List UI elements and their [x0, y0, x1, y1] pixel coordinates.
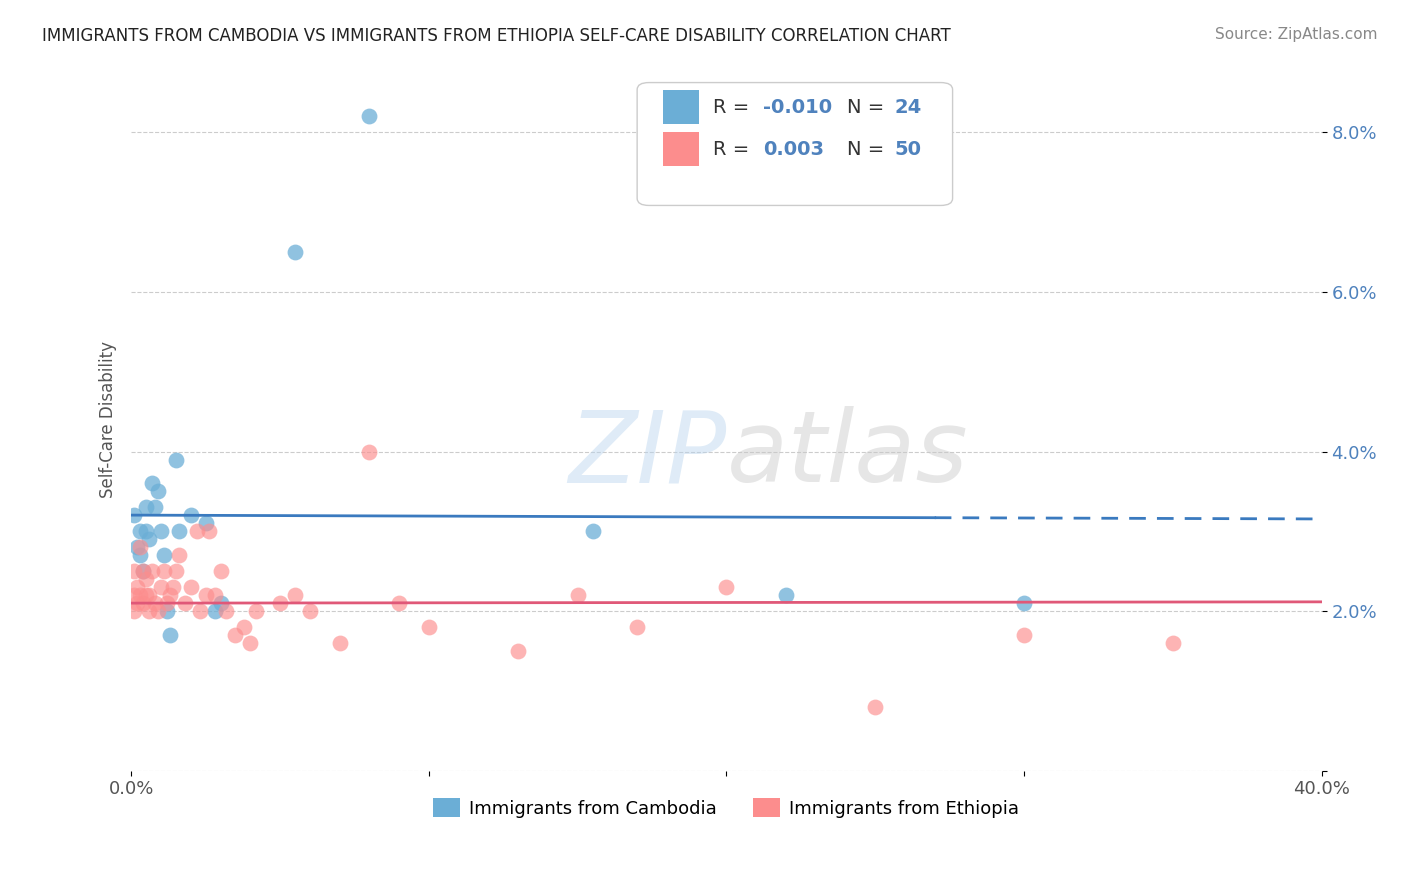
Text: R =: R = [713, 140, 756, 159]
Point [209, 564, 232, 578]
Point [180, 580, 202, 594]
Text: IMMIGRANTS FROM CAMBODIA VS IMMIGRANTS FROM ETHIOPIA SELF-CARE DISABILITY CORREL: IMMIGRANTS FROM CAMBODIA VS IMMIGRANTS F… [42, 27, 950, 45]
Point [359, 444, 381, 458]
Point [127, 596, 149, 610]
Point [359, 109, 381, 123]
Point [127, 541, 149, 555]
Point [567, 588, 589, 602]
Point [156, 604, 179, 618]
Point [167, 548, 190, 562]
Point [132, 564, 155, 578]
Text: 0.003: 0.003 [763, 140, 824, 159]
Point [224, 628, 246, 642]
Point [138, 533, 160, 547]
Point [146, 484, 169, 499]
Point [156, 596, 179, 610]
Point [127, 580, 149, 594]
Point [194, 516, 217, 531]
Point [194, 588, 217, 602]
Point [135, 524, 157, 539]
FancyBboxPatch shape [637, 83, 953, 205]
Point [135, 572, 157, 586]
Text: N =: N = [846, 97, 890, 117]
Point [129, 588, 152, 602]
Point [215, 604, 238, 618]
Point [269, 596, 291, 610]
Point [129, 541, 152, 555]
Point [159, 588, 181, 602]
Point [284, 588, 307, 602]
Point [173, 596, 195, 610]
Point [863, 699, 886, 714]
Point [180, 508, 202, 523]
Point [150, 580, 173, 594]
Point [1012, 628, 1035, 642]
Text: 24: 24 [894, 97, 921, 117]
Point [581, 524, 603, 539]
Point [626, 620, 648, 634]
Text: 50: 50 [894, 140, 921, 159]
Point [159, 628, 181, 642]
Point [135, 588, 157, 602]
Point [284, 245, 307, 260]
Point [165, 452, 187, 467]
Point [150, 524, 173, 539]
Text: atlas: atlas [727, 406, 969, 503]
Point [146, 604, 169, 618]
Point [135, 500, 157, 515]
Point [298, 604, 321, 618]
Point [209, 596, 232, 610]
Point [506, 644, 529, 658]
Point [329, 636, 352, 650]
Point [129, 524, 152, 539]
Y-axis label: Self-Care Disability: Self-Care Disability [100, 341, 117, 498]
Point [418, 620, 440, 634]
Point [204, 604, 226, 618]
Point [153, 548, 176, 562]
Point [122, 604, 145, 618]
Point [204, 588, 226, 602]
Text: Source: ZipAtlas.com: Source: ZipAtlas.com [1215, 27, 1378, 42]
Point [162, 580, 184, 594]
Point [239, 636, 262, 650]
Point [132, 596, 155, 610]
Point [143, 500, 166, 515]
Point [122, 588, 145, 602]
Legend: Immigrants from Cambodia, Immigrants from Ethiopia: Immigrants from Cambodia, Immigrants fro… [426, 791, 1026, 825]
Point [153, 564, 176, 578]
Point [1161, 636, 1184, 650]
Text: R =: R = [713, 97, 756, 117]
Point [775, 588, 797, 602]
Point [245, 604, 267, 618]
Point [138, 588, 160, 602]
Point [1012, 596, 1035, 610]
Point [122, 564, 145, 578]
Point [233, 620, 256, 634]
Text: N =: N = [846, 140, 890, 159]
Point [143, 596, 166, 610]
Point [188, 604, 211, 618]
Point [167, 524, 190, 539]
FancyBboxPatch shape [664, 132, 699, 166]
FancyBboxPatch shape [664, 90, 699, 124]
Point [186, 524, 208, 539]
Point [138, 604, 160, 618]
Point [388, 596, 411, 610]
Point [141, 476, 163, 491]
Point [197, 524, 219, 539]
Point [716, 580, 738, 594]
Point [141, 564, 163, 578]
Point [165, 564, 187, 578]
Point [122, 508, 145, 523]
Text: -0.010: -0.010 [763, 97, 832, 117]
Point [129, 548, 152, 562]
Text: ZIP: ZIP [568, 406, 727, 503]
Point [132, 564, 155, 578]
